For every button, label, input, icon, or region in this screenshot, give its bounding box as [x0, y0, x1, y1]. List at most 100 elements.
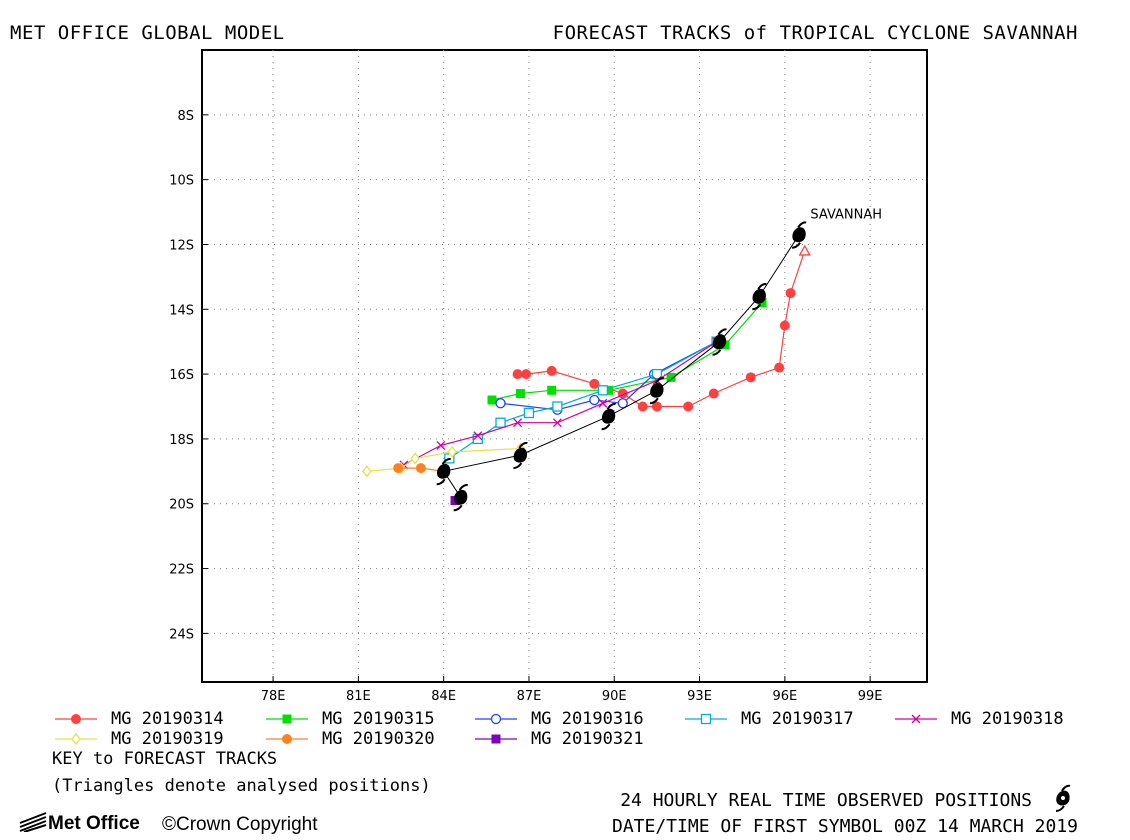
- lat-tick-label: 16S: [169, 368, 194, 383]
- track-marker: [362, 465, 372, 478]
- lon-tick-label: 93E: [687, 689, 712, 700]
- lat-tick-label: 22S: [169, 563, 194, 578]
- cyclone-icon: [712, 328, 727, 356]
- track-marker: [589, 394, 600, 406]
- track-marker: [597, 385, 609, 396]
- legend-row-1: MG 20190314 MG 20190315 MG 20190316 MG 2…: [55, 709, 1115, 731]
- track-marker: [745, 372, 756, 383]
- storm-name-label: SAVANNAH: [810, 208, 882, 223]
- track-marker: [447, 445, 458, 458]
- track-marker: [546, 365, 557, 376]
- cyclone-icon: [792, 221, 807, 249]
- track-marker: [436, 440, 446, 450]
- met-office-logo-icon: [19, 812, 47, 833]
- lat-tick-label: 12S: [169, 238, 194, 253]
- lat-tick-label: 24S: [169, 627, 194, 642]
- track-marker: [552, 401, 563, 412]
- logo-text: Met Office: [48, 813, 140, 834]
- track-marker: [785, 288, 796, 299]
- legend-label: MG 20190320: [322, 729, 435, 749]
- track-marker: [589, 378, 600, 389]
- triangles-note: (Triangles denote analysed positions): [52, 776, 431, 796]
- cyclone-icon: [601, 402, 617, 431]
- track-marker: [774, 362, 785, 373]
- observed-track-line: [442, 234, 800, 498]
- track-marker: [779, 320, 790, 331]
- track-marker: [521, 369, 532, 380]
- first-symbol-datetime: DATE/TIME OF FIRST SYMBOL 00Z 14 MARCH 2…: [612, 816, 1078, 837]
- legend-marker: [71, 732, 81, 746]
- legend-marker: [491, 734, 501, 744]
- met-office-logo: Met Office: [18, 812, 140, 835]
- legend-marker: [282, 714, 292, 724]
- forecast-map: 78E 81E 84E 87E 90E 93E 96E 99E 8S 10S 12S 14S 16S 18…: [169, 49, 928, 700]
- track-marker: [598, 398, 608, 408]
- lon-tick-label: 87E: [517, 689, 542, 700]
- legend-label: MG 20190316: [531, 709, 644, 729]
- lat-tick-label: 14S: [169, 303, 194, 318]
- map-grid: [202, 50, 927, 682]
- legend-marker: [282, 734, 292, 744]
- key-title: KEY to FORECAST TRACKS: [52, 749, 278, 769]
- lat-tick-label: 8S: [177, 109, 194, 124]
- lon-tick-label: 90E: [602, 689, 627, 700]
- track-marker: [513, 418, 523, 428]
- legend-marker: [700, 713, 712, 725]
- legend-label: MG 20190318: [951, 709, 1064, 729]
- track-marker: [604, 385, 614, 395]
- lon-tick-label: 78E: [261, 689, 286, 700]
- track-marker: [617, 398, 628, 409]
- observed-positions: [436, 221, 807, 512]
- track-marker: [393, 463, 404, 474]
- header-forecast-title: FORECAST TRACKS of TROPICAL CYCLONE SAVA…: [552, 22, 1078, 44]
- cyclone-icon: [649, 377, 665, 405]
- lon-tick-label: 99E: [858, 689, 883, 700]
- crown-copyright: ©Crown Copyright: [162, 814, 318, 835]
- legend-marker: [490, 713, 502, 725]
- lon-tick-label: 84E: [431, 689, 456, 700]
- track-marker: [523, 407, 535, 419]
- lat-tick-label: 10S: [169, 174, 194, 189]
- track-marker: [637, 401, 648, 412]
- track-marker: [415, 463, 426, 474]
- track-marker: [798, 244, 811, 256]
- track-marker: [651, 368, 663, 380]
- track-marker: [472, 433, 483, 445]
- track-marker: [683, 401, 694, 412]
- track-series: [512, 244, 811, 412]
- track-marker: [410, 452, 421, 465]
- lon-tick-label: 81E: [346, 689, 371, 700]
- track-marker: [473, 431, 483, 441]
- legend-label: MG 20190317: [741, 709, 854, 729]
- track-marker: [515, 389, 525, 399]
- axis-ticks: 78E 81E 84E 87E 90E 93E 96E 99E 8S 10S 12S 14S 16S 18…: [169, 109, 882, 700]
- cyclone-icon: [453, 484, 469, 512]
- legend-label: MG 20190314: [111, 709, 224, 729]
- legend-label: MG 20190319: [111, 729, 224, 749]
- track-marker: [708, 388, 719, 399]
- legend-label: MG 20190315: [322, 709, 435, 729]
- cyclone-icon: [436, 458, 452, 486]
- track-marker: [651, 401, 662, 412]
- track-marker: [487, 395, 497, 405]
- legend-row-2: MG 20190319 MG 20190320 MG 20190321: [55, 729, 755, 751]
- cyclone-icon: [1055, 784, 1071, 812]
- track-line: [403, 341, 717, 466]
- lat-tick-label: 20S: [169, 498, 194, 513]
- track-marker: [666, 372, 676, 382]
- header-model-title: MET OFFICE GLOBAL MODEL: [10, 22, 285, 44]
- lon-tick-label: 96E: [772, 689, 797, 700]
- lat-tick-label: 18S: [169, 433, 194, 448]
- legend-label: MG 20190321: [531, 729, 644, 749]
- track-marker: [552, 418, 562, 428]
- map-frame: [201, 49, 928, 683]
- track-marker: [495, 398, 506, 409]
- track-marker: [547, 385, 557, 395]
- observed-positions-note: 24 HOURLY REAL TIME OBSERVED POSITIONS: [620, 790, 1032, 811]
- track-marker: [512, 369, 523, 380]
- cyclone-icon: [513, 441, 528, 470]
- track-line: [517, 250, 806, 408]
- track-marker: [495, 417, 506, 428]
- cyclone-icon: [752, 283, 767, 311]
- legend-marker: [911, 714, 921, 724]
